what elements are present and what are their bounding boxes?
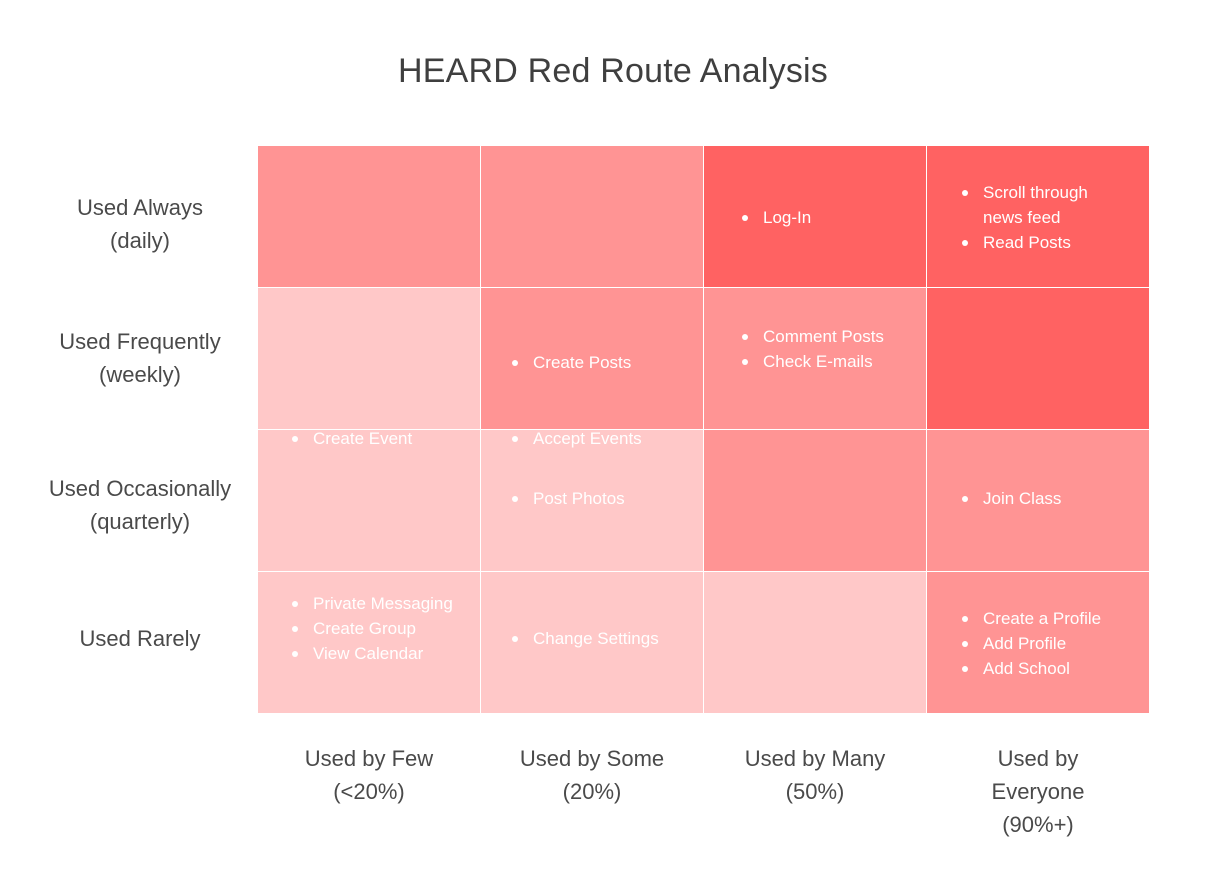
cell-always-many: Log-In [704,146,926,287]
cell-frequently-few [258,288,480,429]
cell-item-list: Scroll through news feed Read Posts [957,180,1127,255]
list-item: Private Messaging [287,591,457,616]
cell-item-list: Log-In [737,205,927,230]
cell-rarely-everyone: Create a Profile Add Profile Add School [927,572,1149,713]
list-item: Log-In [737,205,927,230]
col-label-everyone: Used by Everyone (90%+) [927,742,1149,841]
cell-item-list: Create Event [287,426,477,451]
list-item: Create a Profile [957,606,1147,631]
col-label-line3: (90%+) [1002,812,1074,837]
row-label-line1: Used Frequently [59,329,221,354]
row-label-line2: (weekly) [99,362,181,387]
row-label-line1: Used Rarely [79,626,201,651]
row-label-rarely: Used Rarely [20,622,260,655]
col-label-line1: Used by Few [304,746,434,771]
col-label-line1: Used by [997,746,1079,771]
list-item: Scroll through news feed [957,180,1127,230]
col-label-many: Used by Many (50%) [704,742,926,808]
list-item: Add School [957,656,1147,681]
page-title: HEARD Red Route Analysis [398,52,828,90]
list-item: Read Posts [957,230,1127,255]
cell-item-list: Create Posts [507,350,697,375]
list-item: Create Group [287,616,457,641]
row-label-line2: (quarterly) [89,509,191,534]
cell-occasionally-everyone: Join Class [927,430,1149,571]
cell-item-list: Accept Events [507,426,697,451]
list-item: Add Profile [957,631,1147,656]
row-label-line2: (daily) [110,228,170,253]
cell-always-few [258,146,480,287]
cell-rarely-some: Change Settings [481,572,703,713]
cell-item-list: Comment Posts Check E-mails [737,324,927,374]
cell-item-list: Create a Profile Add Profile Add School [957,606,1147,681]
row-label-line1: Used Occasionally [48,476,232,501]
col-label-line1: Used by Many [744,746,886,771]
col-label-line2: (50%) [785,779,845,804]
cell-frequently-many: Comment Posts Check E-mails [704,288,926,429]
list-item: Create Event [287,426,477,451]
col-label-line2: (<20%) [333,779,405,804]
row-label-always: Used Always (daily) [20,191,260,257]
list-item: Comment Posts [737,324,927,349]
cell-rarely-many [704,572,926,713]
cell-occasionally-many [704,430,926,571]
col-label-few: Used by Few (<20%) [258,742,480,808]
list-item: Change Settings [507,626,697,651]
cell-always-everyone: Scroll through news feed Read Posts [927,146,1149,287]
list-item: Check E-mails [737,349,927,374]
col-label-line2: Everyone [991,779,1085,804]
cell-item-list: Post Photos [507,486,697,511]
cell-item-list: Change Settings [507,626,697,651]
col-label-line1: Used by Some [519,746,665,771]
row-label-occasionally: Used Occasionally (quarterly) [20,472,260,538]
cell-item-list: Join Class [957,486,1147,511]
list-item: View Calendar [287,641,457,666]
col-label-some: Used by Some (20%) [481,742,703,808]
cell-rarely-few: Private Messaging Create Group View Cale… [258,572,480,713]
list-item: Create Posts [507,350,697,375]
cell-frequently-everyone [927,288,1149,429]
list-item: Accept Events [507,426,697,451]
row-label-frequently: Used Frequently (weekly) [20,325,260,391]
list-item: Post Photos [507,486,697,511]
cell-frequently-some: Create Posts [481,288,703,429]
col-label-line2: (20%) [562,779,622,804]
cell-occasionally-few: Create Event [258,429,480,571]
list-item: Join Class [957,486,1147,511]
cell-occasionally-some: Accept Events Post Photos [481,429,703,571]
cell-item-list: Private Messaging Create Group View Cale… [287,591,457,666]
cell-always-some [481,146,703,287]
row-label-line1: Used Always [77,195,203,220]
